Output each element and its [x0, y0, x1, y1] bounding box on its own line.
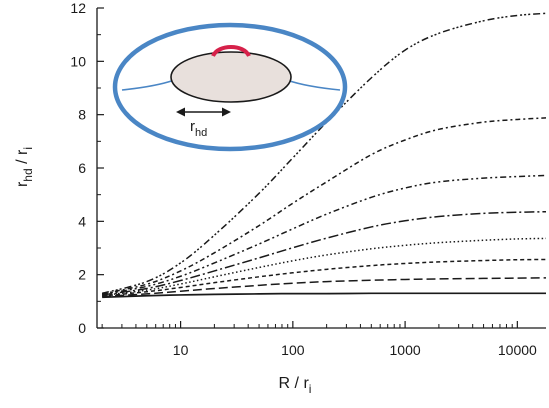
- series-line-8: [101, 12, 547, 295]
- y-tick-label: 10: [70, 53, 86, 69]
- series-line-4: [102, 237, 547, 297]
- y-tick-label: 6: [78, 160, 86, 176]
- y-axis-label-main: r: [14, 181, 31, 187]
- inset-arrow-head-right: [222, 107, 231, 117]
- y-axis-label: rhd / ri: [14, 147, 35, 187]
- y-axis-label-mid: / r: [14, 149, 31, 168]
- x-tick-label: 100: [281, 342, 305, 358]
- y-tick-label: 12: [70, 0, 86, 16]
- y-tick-label: 4: [78, 213, 86, 229]
- inset-droplet-diagram: rhd: [112, 22, 348, 152]
- y-tick-label: 0: [78, 320, 86, 336]
- tick-labels: 10 100 1000 10000 0 2 4 6 8 10 12: [70, 0, 537, 358]
- data-curves: [101, 12, 547, 299]
- inset-radius-label-sub: hd: [195, 127, 207, 139]
- x-axis-label-sub: i: [309, 382, 312, 396]
- y-tick-label: 2: [78, 267, 86, 283]
- tick-marks: [97, 7, 518, 329]
- series-line-2: [102, 277, 547, 298]
- inset-radius-label-main: r: [190, 118, 195, 135]
- x-tick-label: 10: [173, 342, 189, 358]
- inset-radius-label: rhd: [190, 118, 207, 139]
- inset-contact-cap: [211, 45, 251, 58]
- series-line-1: [102, 292, 546, 299]
- y-axis-label-sub1: hd: [21, 168, 35, 181]
- series-line-6: [102, 174, 547, 296]
- x-axis-label-main: R / r: [279, 375, 310, 392]
- x-axis-label: R / ri: [279, 375, 312, 396]
- series-line-7: [101, 117, 547, 295]
- inset-arrow-head-left: [176, 107, 185, 117]
- series-line-5: [102, 210, 547, 296]
- inset-droplet: [170, 51, 292, 103]
- x-tick-label: 1000: [390, 342, 421, 358]
- y-tick-label: 8: [78, 107, 86, 123]
- y-axis-label-sub2: i: [21, 147, 35, 150]
- x-tick-label: 10000: [498, 342, 537, 358]
- series-line-3: [102, 258, 547, 297]
